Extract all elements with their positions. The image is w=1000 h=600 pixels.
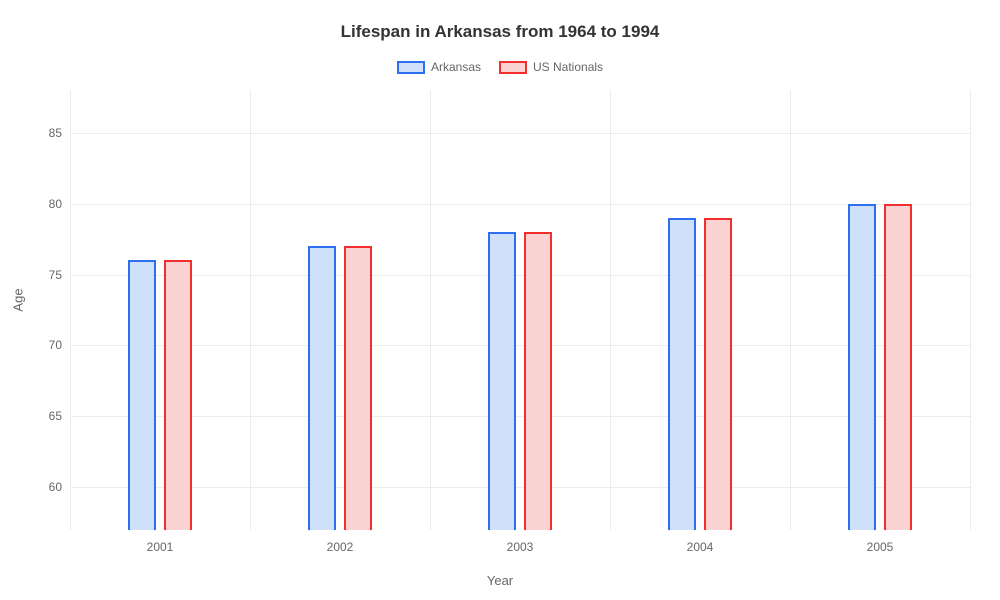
plot-area: 60657075808520012002200320042005 bbox=[70, 90, 970, 530]
x-tick-label: 2002 bbox=[327, 530, 354, 554]
bar-us-nationals bbox=[884, 204, 912, 530]
gridline-horizontal bbox=[70, 275, 970, 276]
x-axis-label: Year bbox=[0, 573, 1000, 588]
y-axis-label: Age bbox=[11, 288, 26, 311]
y-tick-label: 65 bbox=[49, 409, 70, 423]
y-tick-label: 80 bbox=[49, 197, 70, 211]
gridline-vertical bbox=[250, 90, 251, 530]
x-tick-label: 2001 bbox=[147, 530, 174, 554]
x-tick-label: 2003 bbox=[507, 530, 534, 554]
legend-item-us-nationals: US Nationals bbox=[499, 60, 603, 74]
gridline-vertical bbox=[610, 90, 611, 530]
x-tick-label: 2004 bbox=[687, 530, 714, 554]
legend: Arkansas US Nationals bbox=[0, 60, 1000, 74]
gridline-horizontal bbox=[70, 345, 970, 346]
bar-us-nationals bbox=[164, 260, 192, 530]
gridline-horizontal bbox=[70, 133, 970, 134]
gridline-vertical bbox=[790, 90, 791, 530]
bar-arkansas bbox=[848, 204, 876, 530]
bar-us-nationals bbox=[524, 232, 552, 530]
chart-container: Lifespan in Arkansas from 1964 to 1994 A… bbox=[0, 0, 1000, 600]
bar-us-nationals bbox=[704, 218, 732, 530]
x-tick-label: 2005 bbox=[867, 530, 894, 554]
chart-title: Lifespan in Arkansas from 1964 to 1994 bbox=[0, 22, 1000, 42]
legend-label-arkansas: Arkansas bbox=[431, 60, 481, 74]
gridline-vertical bbox=[430, 90, 431, 530]
bar-arkansas bbox=[128, 260, 156, 530]
y-tick-label: 60 bbox=[49, 480, 70, 494]
gridline-vertical bbox=[970, 90, 971, 530]
legend-swatch-us-nationals bbox=[499, 61, 527, 74]
bar-arkansas bbox=[488, 232, 516, 530]
gridline-horizontal bbox=[70, 487, 970, 488]
legend-swatch-arkansas bbox=[397, 61, 425, 74]
legend-item-arkansas: Arkansas bbox=[397, 60, 481, 74]
y-tick-label: 75 bbox=[49, 268, 70, 282]
bar-arkansas bbox=[308, 246, 336, 530]
y-tick-label: 85 bbox=[49, 126, 70, 140]
legend-label-us-nationals: US Nationals bbox=[533, 60, 603, 74]
bar-arkansas bbox=[668, 218, 696, 530]
y-tick-label: 70 bbox=[49, 338, 70, 352]
bar-us-nationals bbox=[344, 246, 372, 530]
gridline-vertical bbox=[70, 90, 71, 530]
gridline-horizontal bbox=[70, 416, 970, 417]
gridline-horizontal bbox=[70, 204, 970, 205]
